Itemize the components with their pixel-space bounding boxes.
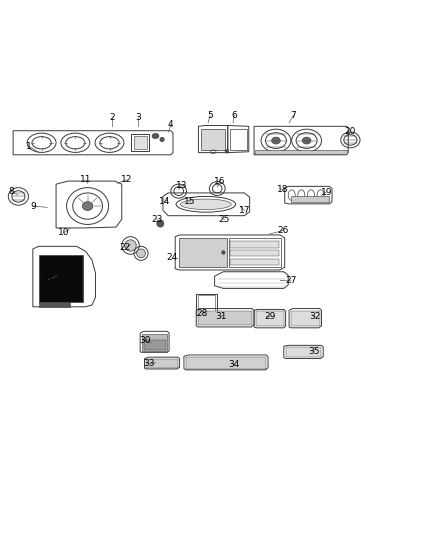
Bar [198, 295, 215, 313]
Text: 12: 12 [121, 175, 133, 184]
Bar [201, 129, 225, 150]
Text: 10: 10 [58, 228, 69, 237]
Bar [255, 150, 347, 155]
Text: 16: 16 [214, 177, 226, 187]
Text: 1: 1 [25, 142, 32, 150]
Text: 27: 27 [286, 277, 297, 286]
Bar [286, 347, 321, 357]
Text: 15: 15 [184, 197, 195, 206]
Text: 9: 9 [30, 201, 36, 211]
Bar [256, 311, 284, 326]
Bar [229, 238, 281, 266]
Ellipse shape [152, 133, 159, 139]
Text: 14: 14 [159, 197, 170, 206]
Text: 29: 29 [265, 312, 276, 321]
Text: 22: 22 [119, 243, 131, 252]
Text: 21: 21 [42, 275, 54, 284]
Polygon shape [39, 302, 70, 307]
Text: 28: 28 [197, 309, 208, 318]
Bar [230, 241, 279, 248]
Text: 34: 34 [229, 360, 240, 369]
Text: 20: 20 [345, 127, 356, 136]
Text: 35: 35 [309, 346, 320, 356]
Ellipse shape [157, 220, 164, 227]
Bar [146, 359, 178, 368]
Text: 11: 11 [80, 175, 91, 184]
Text: 4: 4 [168, 119, 173, 128]
Text: 13: 13 [176, 181, 187, 190]
Text: 6: 6 [231, 111, 237, 120]
Text: 25: 25 [219, 215, 230, 224]
Text: 17: 17 [239, 206, 250, 215]
Text: 19: 19 [321, 188, 332, 197]
Ellipse shape [137, 249, 145, 258]
Bar [291, 197, 328, 201]
Bar [186, 357, 266, 368]
Bar [179, 238, 227, 266]
Bar [198, 311, 252, 325]
Text: 18: 18 [277, 185, 288, 195]
Bar [230, 259, 279, 265]
Ellipse shape [125, 240, 136, 251]
Text: 8: 8 [8, 187, 14, 196]
Text: 32: 32 [310, 312, 321, 321]
Bar [230, 250, 279, 256]
Bar [230, 129, 247, 150]
Text: 2: 2 [109, 113, 114, 122]
Bar [291, 311, 320, 326]
Ellipse shape [180, 199, 231, 209]
Ellipse shape [225, 150, 229, 153]
Bar [131, 134, 149, 151]
Text: 33: 33 [143, 359, 155, 368]
Text: 3: 3 [135, 113, 141, 122]
Text: 24: 24 [166, 253, 177, 262]
Ellipse shape [222, 251, 225, 254]
Bar [134, 136, 147, 149]
Bar [40, 256, 82, 302]
Text: 23: 23 [151, 215, 162, 224]
Ellipse shape [272, 137, 280, 144]
Ellipse shape [160, 138, 164, 142]
Text: 5: 5 [207, 111, 213, 120]
Bar [196, 294, 217, 314]
Bar [144, 340, 166, 350]
Text: 31: 31 [215, 312, 227, 321]
Ellipse shape [82, 201, 93, 211]
Text: 7: 7 [290, 111, 297, 120]
Text: 26: 26 [277, 226, 289, 235]
Bar [142, 334, 167, 351]
Text: 30: 30 [139, 336, 150, 344]
Bar [39, 255, 83, 302]
Ellipse shape [302, 137, 311, 144]
